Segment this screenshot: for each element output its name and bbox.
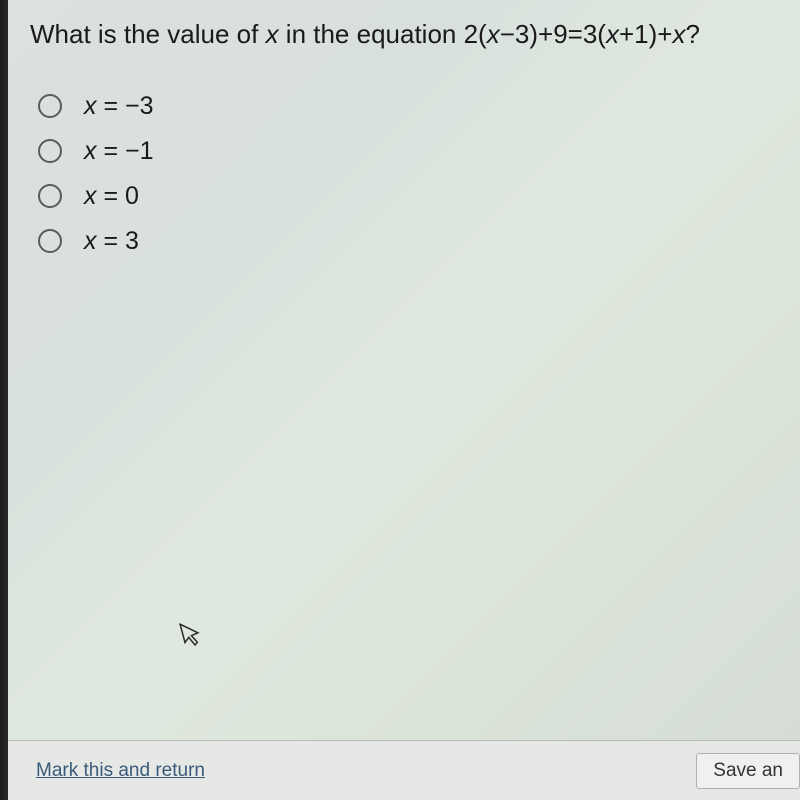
save-button[interactable]: Save an	[696, 753, 800, 789]
option-eq: = 3	[97, 227, 139, 255]
option-eq: = −3	[97, 92, 154, 120]
radio-button[interactable]	[38, 229, 62, 253]
option-row[interactable]: x = −3	[38, 92, 778, 121]
mark-return-link[interactable]: Mark this and return	[36, 760, 205, 782]
radio-button[interactable]	[38, 139, 62, 163]
left-dark-edge	[0, 0, 8, 800]
option-var: x	[84, 182, 97, 210]
question-var-2: x	[487, 19, 500, 49]
options-group: x = −3 x = −1 x = 0 x = 3	[30, 92, 778, 256]
question-text: What is the value of x in the equation 2…	[30, 18, 778, 52]
bottom-bar: Mark this and return Save an	[8, 740, 800, 800]
option-row[interactable]: x = 0	[38, 182, 778, 211]
question-mid3: +1)+	[619, 19, 673, 49]
question-mid: in the equation 2(	[279, 19, 487, 49]
radio-button[interactable]	[38, 94, 62, 118]
option-eq: = 0	[97, 182, 139, 210]
option-label: x = 3	[84, 227, 139, 256]
cursor-icon	[179, 618, 209, 658]
quiz-panel: What is the value of x in the equation 2…	[8, 0, 800, 740]
option-eq: = −1	[97, 137, 154, 165]
question-var-1: x	[266, 19, 279, 49]
question-mid2: −3)+9=3(	[500, 19, 606, 49]
radio-button[interactable]	[38, 184, 62, 208]
question-prefix: What is the value of	[30, 19, 266, 49]
question-var-3: x	[606, 19, 619, 49]
option-label: x = −1	[84, 137, 154, 166]
question-var-4: x	[672, 19, 685, 49]
option-row[interactable]: x = 3	[38, 227, 778, 256]
option-var: x	[84, 92, 97, 120]
question-suffix: ?	[685, 19, 699, 49]
option-var: x	[84, 137, 97, 165]
option-row[interactable]: x = −1	[38, 137, 778, 166]
option-label: x = 0	[84, 182, 139, 211]
option-var: x	[84, 227, 97, 255]
option-label: x = −3	[84, 92, 154, 121]
